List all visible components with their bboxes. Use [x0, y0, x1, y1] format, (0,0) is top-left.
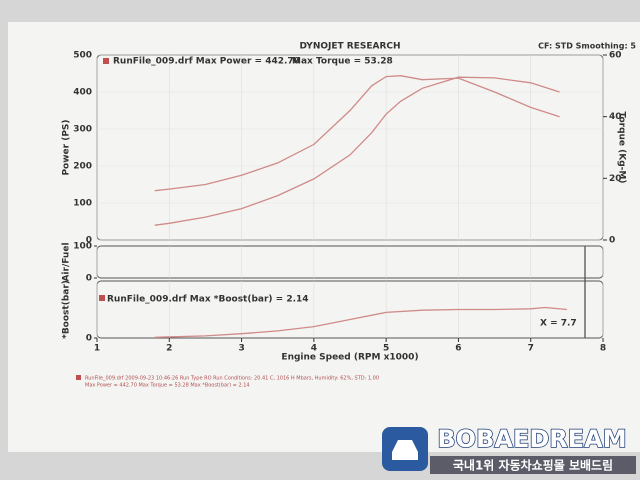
y2-axis-label: Torque (Kg-M) [617, 112, 627, 184]
paper [8, 22, 640, 452]
x-tick-label: 5 [383, 344, 389, 354]
y-tick-label: 100 [73, 242, 92, 252]
logo-car [392, 440, 418, 460]
tagline: 국내1위 자동차쇼핑몰 보배드림 [453, 458, 613, 473]
x-tick-label: 3 [238, 344, 244, 354]
tagline-bg [430, 456, 636, 474]
data-line [154, 76, 560, 226]
y-axis-label: Air/Fuel [62, 242, 72, 281]
y-tick-label: 200 [73, 162, 92, 172]
y-tick-label: 300 [73, 125, 92, 135]
settings: CF: STD Smoothing: 5 [538, 42, 636, 51]
y-tick-label: 0 [86, 274, 92, 284]
y-axis-label: Power (PS) [62, 119, 72, 175]
title: DYNOJET RESEARCH [299, 42, 400, 52]
footer-line: Max Power = 442.70 Max Torque = 53.28 Ma… [85, 383, 250, 389]
x-tick-label: 8 [600, 344, 606, 354]
y2-tick-label: 40 [609, 112, 622, 122]
data-line [154, 306, 567, 338]
footer-line: RunFile_009.drf 2009-09-23 10:46:26 Run … [85, 376, 379, 382]
y-tick-label: 400 [73, 88, 92, 98]
y2-tick-label: 20 [609, 174, 622, 184]
y2-tick-label: 0 [609, 236, 615, 246]
y2-tick-label: 60 [609, 51, 622, 61]
y-tick-label: 0 [86, 236, 92, 246]
brand: BOBAEDREAM [437, 425, 626, 453]
x-axis-label: Engine Speed (RPM x1000) [281, 353, 418, 363]
legend-entry: Max Torque = 53.28 [292, 57, 393, 67]
x-tick-label: 6 [455, 344, 461, 354]
data-line [154, 75, 560, 192]
y-tick-label: 500 [73, 51, 92, 61]
y-tick-label: 0 [86, 334, 92, 344]
legend-entry: RunFile_009.drf Max *Boost(bar) = 2.14 [107, 295, 309, 305]
footer-marker [76, 375, 81, 380]
x-tick-label: 4 [311, 344, 317, 354]
legend-swatch [103, 58, 109, 64]
legend-entry: RunFile_009.drf Max Power = 442.70 [113, 57, 300, 67]
annotation: X = 7.7 [540, 319, 577, 329]
legend-swatch [99, 295, 105, 301]
x-tick-label: 1 [94, 344, 100, 354]
x-tick-label: 2 [166, 344, 172, 354]
x-tick-label: 7 [528, 344, 534, 354]
y-tick-label: 100 [73, 199, 92, 209]
y-axis-label: *Boost(bar) [62, 280, 72, 339]
